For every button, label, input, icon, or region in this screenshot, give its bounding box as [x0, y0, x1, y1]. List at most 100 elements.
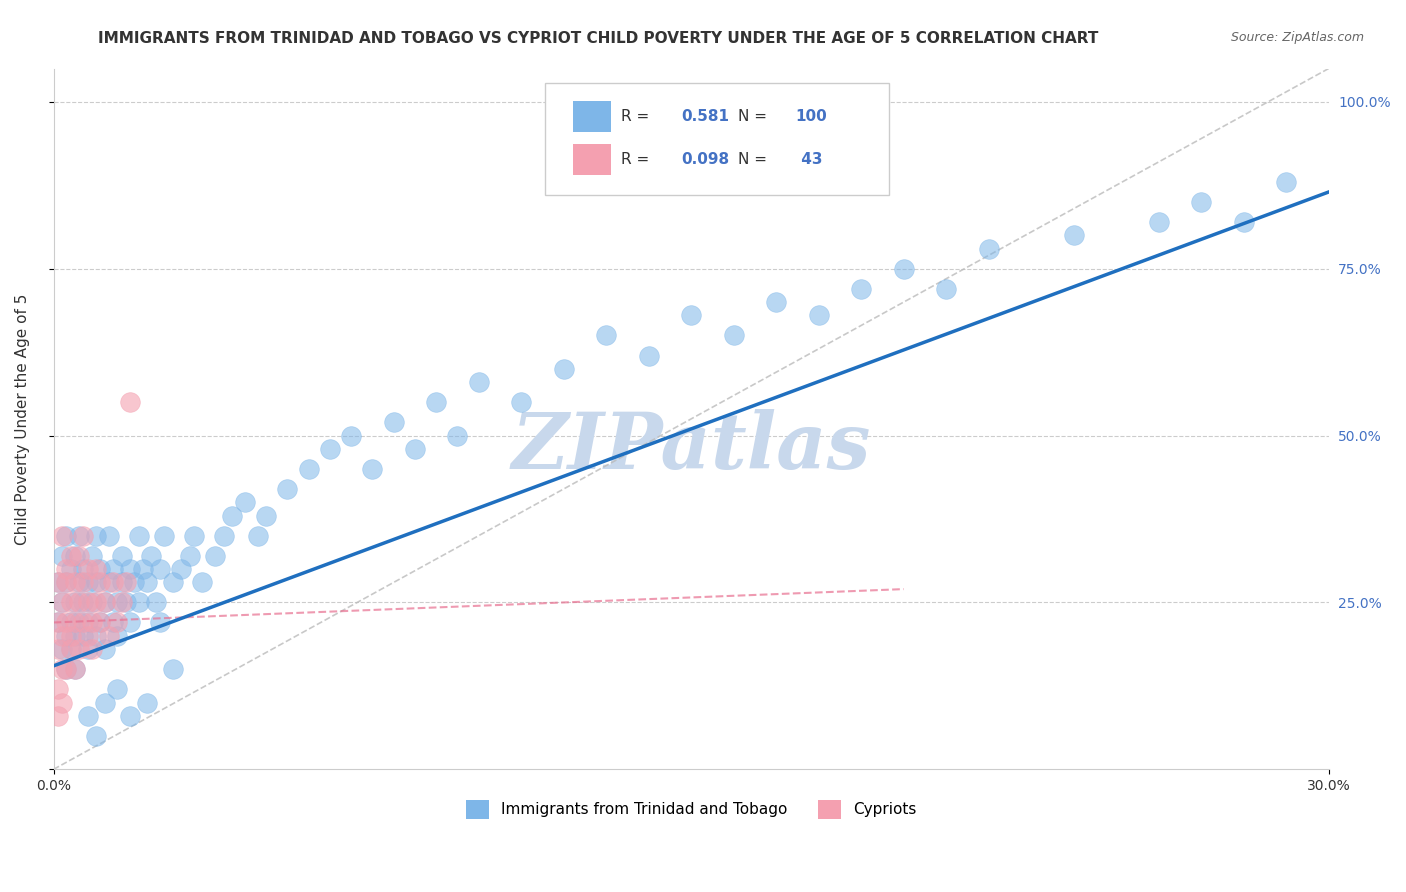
Point	[55, 629, 77, 643]
Text: 0.581: 0.581	[681, 109, 728, 124]
Point	[145, 595, 167, 609]
FancyBboxPatch shape	[572, 101, 610, 132]
Point	[93, 595, 115, 609]
Point	[63, 629, 86, 643]
Point	[120, 709, 142, 723]
Point	[55, 662, 77, 676]
Point	[105, 682, 128, 697]
Point	[67, 575, 90, 590]
Point	[935, 282, 957, 296]
Point	[51, 529, 73, 543]
Point	[93, 642, 115, 657]
Point	[101, 615, 124, 630]
Point	[59, 642, 82, 657]
Point	[67, 595, 90, 609]
Point	[221, 508, 243, 523]
Point	[254, 508, 277, 523]
Point	[128, 595, 150, 609]
Point	[46, 575, 69, 590]
Point	[340, 428, 363, 442]
Point	[101, 575, 124, 590]
Point	[97, 575, 120, 590]
Point	[404, 442, 426, 456]
Point	[72, 575, 94, 590]
Point	[84, 595, 107, 609]
Point	[51, 595, 73, 609]
Point	[55, 562, 77, 576]
Point	[765, 295, 787, 310]
Point	[89, 575, 111, 590]
Point	[67, 642, 90, 657]
Y-axis label: Child Poverty Under the Age of 5: Child Poverty Under the Age of 5	[15, 293, 30, 545]
Point	[72, 529, 94, 543]
Point	[153, 529, 176, 543]
Point	[162, 662, 184, 676]
Point	[212, 529, 235, 543]
Point	[183, 529, 205, 543]
Point	[1063, 228, 1085, 243]
Point	[84, 529, 107, 543]
Point	[67, 615, 90, 630]
Point	[51, 662, 73, 676]
Point	[93, 595, 115, 609]
Point	[101, 562, 124, 576]
FancyBboxPatch shape	[572, 145, 610, 175]
Point	[46, 642, 69, 657]
Point	[67, 529, 90, 543]
Point	[170, 562, 193, 576]
Point	[76, 629, 98, 643]
Point	[63, 595, 86, 609]
Point	[80, 615, 103, 630]
Point	[46, 615, 69, 630]
Point	[46, 682, 69, 697]
Point	[76, 562, 98, 576]
Point	[67, 549, 90, 563]
Point	[76, 642, 98, 657]
Point	[63, 549, 86, 563]
Point	[55, 662, 77, 676]
Point	[382, 415, 405, 429]
Point	[120, 615, 142, 630]
Point	[298, 462, 321, 476]
Point	[46, 615, 69, 630]
Point	[80, 642, 103, 657]
Point	[105, 595, 128, 609]
Point	[105, 615, 128, 630]
Point	[59, 629, 82, 643]
Text: Source: ZipAtlas.com: Source: ZipAtlas.com	[1230, 31, 1364, 45]
Text: 43: 43	[796, 153, 823, 167]
Point	[76, 575, 98, 590]
Point	[807, 309, 830, 323]
Point	[84, 562, 107, 576]
Point	[55, 615, 77, 630]
Point	[46, 709, 69, 723]
Point	[467, 375, 489, 389]
Point	[55, 575, 77, 590]
Point	[59, 549, 82, 563]
Text: 100: 100	[796, 109, 828, 124]
Point	[76, 615, 98, 630]
Point	[120, 562, 142, 576]
Point	[89, 615, 111, 630]
Point	[84, 629, 107, 643]
Point	[72, 615, 94, 630]
Point	[510, 395, 533, 409]
Point	[89, 615, 111, 630]
Point	[80, 549, 103, 563]
Point	[553, 362, 575, 376]
Point	[72, 629, 94, 643]
Point	[105, 629, 128, 643]
Point	[136, 696, 159, 710]
Point	[63, 662, 86, 676]
Point	[59, 595, 82, 609]
Point	[84, 575, 107, 590]
Point	[63, 575, 86, 590]
Point	[132, 562, 155, 576]
Point	[191, 575, 214, 590]
Text: ZIPatlas: ZIPatlas	[512, 409, 870, 485]
Point	[59, 615, 82, 630]
Point	[246, 529, 269, 543]
Point	[63, 662, 86, 676]
Point	[361, 462, 384, 476]
Point	[89, 562, 111, 576]
